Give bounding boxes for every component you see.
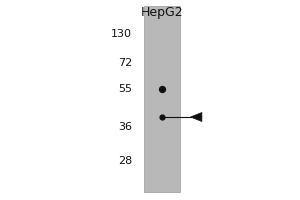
Text: 130: 130 bbox=[111, 29, 132, 39]
Point bbox=[160, 115, 164, 119]
Text: 28: 28 bbox=[118, 156, 132, 166]
Bar bbox=[144, 6, 180, 192]
Text: 36: 36 bbox=[118, 122, 132, 132]
Text: HepG2: HepG2 bbox=[141, 6, 183, 19]
Text: 55: 55 bbox=[118, 84, 132, 94]
Polygon shape bbox=[190, 112, 202, 122]
Text: 72: 72 bbox=[118, 58, 132, 68]
Point bbox=[160, 87, 164, 91]
